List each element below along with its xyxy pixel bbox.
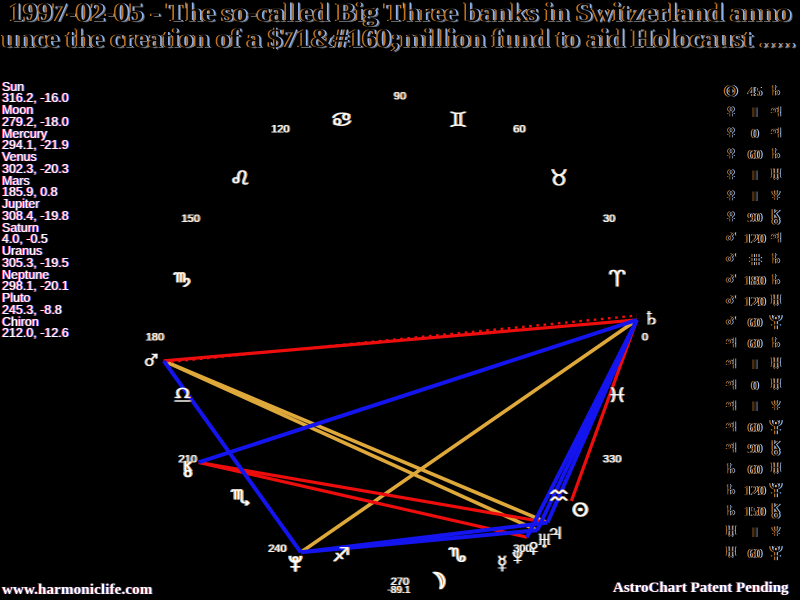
- svg-text:90: 90: [393, 91, 405, 103]
- svg-text:270: 270: [391, 576, 409, 588]
- svg-text:240: 240: [267, 543, 285, 555]
- svg-text:0: 0: [642, 332, 648, 344]
- svg-text:♀: ♀: [524, 534, 543, 562]
- svg-text:180: 180: [145, 332, 163, 344]
- svg-text:♃: ♃: [545, 519, 563, 546]
- svg-text:120: 120: [271, 123, 289, 135]
- svg-text:300: 300: [513, 543, 531, 555]
- svg-text:300: 300: [514, 543, 532, 555]
- svg-text:☿: ☿: [493, 551, 512, 579]
- svg-text:270: 270: [392, 576, 410, 588]
- svg-text:120: 120: [270, 123, 288, 135]
- svg-text:30: 30: [603, 213, 615, 225]
- svg-text:60: 60: [512, 123, 524, 135]
- svg-text:♂: ♂: [142, 345, 163, 376]
- svg-text:♅: ♅: [537, 527, 555, 554]
- svg-text:90: 90: [395, 91, 407, 103]
- svg-text:♄: ♄: [641, 304, 660, 332]
- svg-text:-89.1: -89.1: [388, 585, 411, 596]
- svg-text:♄: ♄: [643, 304, 662, 332]
- svg-text:0: 0: [643, 332, 649, 344]
- svg-text:♅: ♅: [536, 527, 554, 554]
- svg-text:150: 150: [183, 213, 201, 225]
- svg-text:120: 120: [272, 123, 290, 135]
- svg-text:90: 90: [394, 91, 406, 103]
- svg-text:0: 0: [641, 332, 647, 344]
- svg-text:300: 300: [512, 543, 530, 555]
- svg-text:♃: ♃: [546, 519, 564, 546]
- svg-text:♀: ♀: [525, 534, 544, 562]
- svg-text:-89.1: -89.1: [387, 585, 410, 596]
- svg-text:60: 60: [513, 123, 525, 135]
- svg-text:270: 270: [390, 576, 408, 588]
- svg-text:180: 180: [147, 332, 165, 344]
- svg-text:♆: ♆: [508, 543, 527, 571]
- svg-text:30: 30: [604, 213, 616, 225]
- svg-text:☿: ☿: [494, 551, 513, 579]
- svg-text:♆: ♆: [510, 543, 529, 571]
- svg-text:330: 330: [603, 454, 621, 466]
- svg-text:330: 330: [602, 454, 620, 466]
- svg-text:240: 240: [268, 543, 286, 555]
- svg-text:-89.1: -89.1: [389, 585, 412, 596]
- svg-text:♅: ♅: [534, 527, 552, 554]
- svg-text:♄: ♄: [642, 304, 661, 332]
- svg-text:150: 150: [181, 213, 199, 225]
- svg-text:☿: ☿: [492, 551, 511, 579]
- svg-text:♆: ♆: [507, 543, 526, 571]
- svg-text:♂: ♂: [141, 345, 162, 376]
- svg-text:30: 30: [602, 213, 614, 225]
- svg-text:♀: ♀: [523, 534, 542, 562]
- svg-text:150: 150: [182, 213, 200, 225]
- svg-text:180: 180: [146, 332, 164, 344]
- svg-text:♂: ♂: [140, 345, 161, 376]
- svg-text:330: 330: [604, 454, 622, 466]
- svg-text:♃: ♃: [547, 519, 565, 546]
- svg-text:240: 240: [269, 543, 287, 555]
- svg-text:60: 60: [514, 123, 526, 135]
